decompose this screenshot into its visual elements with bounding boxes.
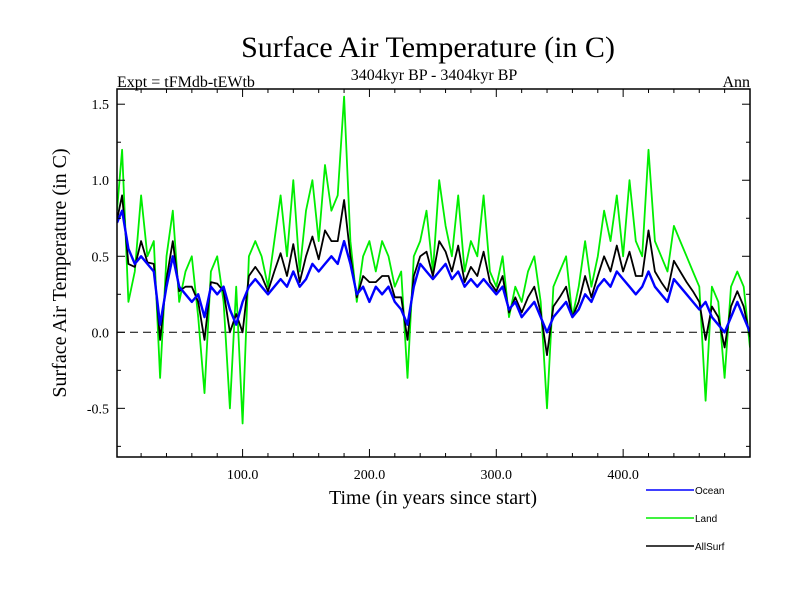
series-line-allsurf <box>117 194 750 357</box>
chart-title: Surface Air Temperature (in C) <box>241 31 615 64</box>
y-tick-label: 1.0 <box>92 174 110 189</box>
x-tick-label: 100.0 <box>227 468 259 483</box>
series-line-ocean <box>117 209 750 334</box>
legend-label-land: Land <box>695 514 717 525</box>
experiment-label: Expt = tFMdb-tEWtb <box>117 74 255 91</box>
x-tick-label: 300.0 <box>481 468 513 483</box>
y-tick-label: 1.5 <box>92 98 110 113</box>
legend: Ocean Land AllSurf <box>646 486 725 553</box>
x-axis-label: Time (in years since start) <box>329 487 537 509</box>
legend-label-ocean: Ocean <box>695 486 724 497</box>
y-tick-label: 0.5 <box>92 250 110 265</box>
series-layer <box>117 95 750 425</box>
series-line-land <box>117 95 750 425</box>
plot-frame <box>116 88 751 458</box>
x-tick-label: 200.0 <box>354 468 386 483</box>
y-tick-label: -0.5 <box>87 402 109 417</box>
axis-ticks: 100.0 200.0 300.0 400.0 -0.5 0.0 0.5 1.0 1.5 <box>87 89 750 483</box>
season-label: Ann <box>722 74 750 91</box>
legend-label-allsurf: AllSurf <box>695 542 725 553</box>
chart-subtitle: 3404kyr BP - 3404kyr BP <box>351 67 518 84</box>
y-axis-label: Surface Air Temperature (in C) <box>49 148 71 397</box>
x-tick-label: 400.0 <box>607 468 639 483</box>
y-tick-label: 0.0 <box>92 326 110 341</box>
